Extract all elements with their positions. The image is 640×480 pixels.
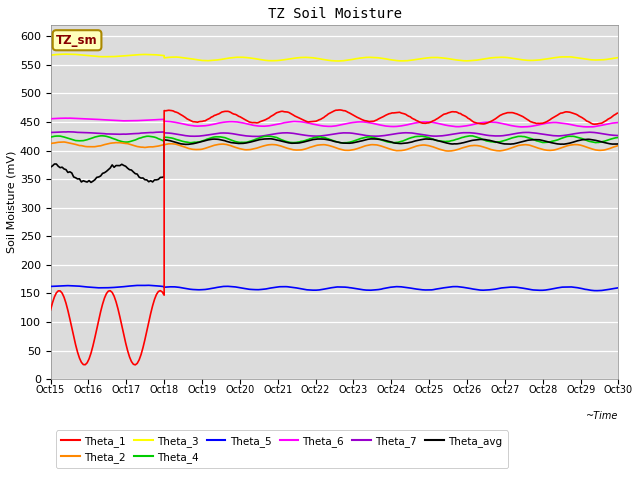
Line: Theta_7: Theta_7 [51,132,618,136]
Theta_4 [233,139,241,145]
Theta_6 [309,121,317,127]
Line: Theta_1: Theta_1 [51,110,618,365]
Theta_2 [60,139,68,145]
Theta_2 [47,141,54,146]
Theta_avg [260,136,268,142]
Theta_2 [444,148,452,154]
Theta_5 [252,287,259,292]
Theta_6 [517,124,525,130]
Theta_7 [133,131,141,136]
Theta_1 [233,112,241,118]
Theta_avg [252,138,259,144]
Line: Theta_5: Theta_5 [51,285,618,291]
Theta_3 [333,58,341,64]
Line: Theta_2: Theta_2 [51,142,618,151]
Theta_4 [47,134,54,140]
Theta_5 [233,284,241,290]
Theta_1 [260,117,268,123]
Theta_4 [252,136,259,142]
Theta_3 [233,54,241,60]
Theta_1 [252,120,259,125]
Theta_3 [614,55,622,60]
Theta_7 [614,132,622,138]
Theta_5 [586,287,593,293]
Theta_2 [309,144,317,149]
Theta_3 [252,56,259,61]
Theta_6 [133,118,141,123]
Theta_avg [588,137,595,143]
Theta_5 [47,284,54,289]
Theta_3 [47,52,54,58]
Theta_7 [262,132,270,138]
Title: TZ Soil Moisture: TZ Soil Moisture [268,7,401,21]
Theta_3 [133,52,141,58]
Theta_4 [99,133,106,139]
Theta_7 [588,130,595,135]
Legend: Theta_1, Theta_2, Theta_3, Theta_4, Theta_5, Theta_6, Theta_7, Theta_avg: Theta_1, Theta_2, Theta_3, Theta_4, Thet… [56,431,508,468]
Theta_4 [338,140,346,146]
Y-axis label: Soil Moisture (mV): Soil Moisture (mV) [7,151,17,253]
Text: ~Time: ~Time [586,411,618,421]
Theta_6 [47,116,54,121]
Theta_2 [133,144,141,149]
Theta_6 [260,123,268,129]
Theta_6 [233,119,241,125]
Theta_5 [614,285,622,291]
Theta_3 [260,57,268,63]
Theta_avg [311,136,319,142]
Theta_5 [309,288,317,293]
Theta_avg [133,171,141,177]
Theta_7 [252,133,259,139]
Line: Theta_avg: Theta_avg [51,139,618,182]
Theta_5 [593,288,601,294]
Theta_2 [260,143,268,149]
Theta_5 [260,286,268,292]
Theta_avg [47,164,54,170]
Theta_7 [253,133,260,139]
Theta_1 [337,107,344,113]
Theta_avg [267,136,275,142]
Theta_4 [614,134,622,140]
Theta_1 [614,110,622,116]
Theta_1 [47,307,54,313]
Theta_4 [588,139,595,144]
Theta_1 [133,360,141,366]
Theta_2 [252,145,259,151]
Theta_avg [614,141,622,147]
Theta_5 [145,282,152,288]
Theta_7 [233,132,241,137]
Theta_1 [131,362,139,368]
Theta_3 [62,51,70,57]
Theta_4 [260,133,268,139]
Theta_7 [311,133,319,139]
Theta_5 [131,283,139,288]
Theta_7 [64,129,72,135]
Theta_4 [133,136,141,142]
Theta_7 [47,130,54,135]
Theta_avg [87,180,95,185]
Theta_2 [233,145,241,151]
Theta_avg [233,141,241,146]
Theta_6 [252,123,259,129]
Line: Theta_3: Theta_3 [51,54,618,61]
Theta_1 [588,120,595,126]
Theta_6 [588,124,595,130]
Theta_2 [588,146,595,152]
Line: Theta_6: Theta_6 [51,118,618,127]
Theta_4 [309,135,317,141]
Line: Theta_4: Theta_4 [51,136,618,143]
Theta_6 [66,115,74,121]
Theta_1 [309,119,317,124]
Text: TZ_sm: TZ_sm [56,34,98,47]
Theta_3 [309,55,317,60]
Theta_3 [588,57,595,63]
Theta_2 [614,143,622,148]
Theta_6 [614,120,622,125]
